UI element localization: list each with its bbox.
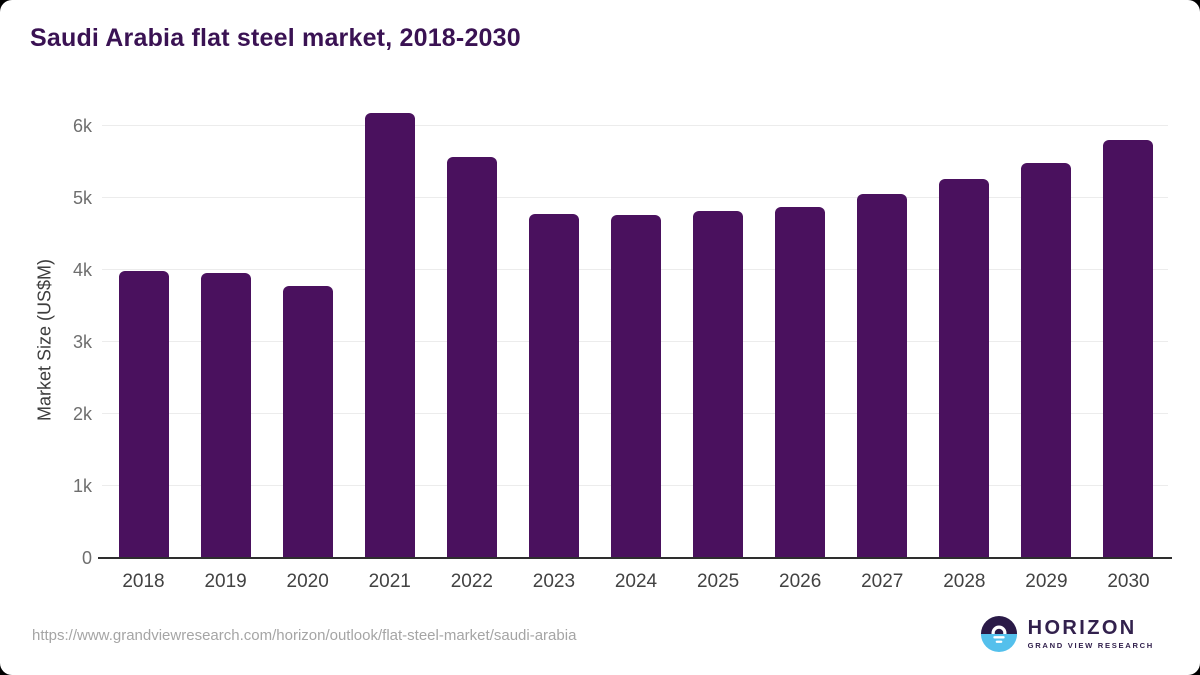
logo-brand-text: HORIZON <box>1027 617 1137 639</box>
source-url: https://www.grandviewresearch.com/horizo… <box>32 627 577 644</box>
bar-2025[interactable] <box>693 210 744 558</box>
y-tick-label: 3k <box>72 332 92 352</box>
bar-2027[interactable] <box>857 194 908 558</box>
bar-2018[interactable] <box>118 271 169 558</box>
bar-2028[interactable] <box>939 178 990 558</box>
bar-2030[interactable] <box>1103 140 1154 558</box>
x-tick-label-2028: 2028 <box>943 571 986 592</box>
plot-area <box>98 100 1172 559</box>
y-tick-label: 5k <box>72 188 92 208</box>
x-tick-label-2023: 2023 <box>532 571 576 592</box>
bar-2019[interactable] <box>200 272 251 558</box>
horizon-sun-icon <box>980 615 1017 653</box>
gridline-5k <box>102 197 1168 198</box>
bar-2022[interactable] <box>446 156 497 558</box>
x-tick-label-2030: 2030 <box>1107 571 1150 592</box>
y-tick-label: 1k <box>72 476 92 496</box>
bar-2021[interactable] <box>364 112 415 558</box>
x-tick-label-2029: 2029 <box>1025 571 1068 592</box>
x-tick-label-2027: 2027 <box>861 571 904 592</box>
bar-2029[interactable] <box>1021 162 1072 558</box>
x-tick-label-2018: 2018 <box>122 571 165 592</box>
bar-2023[interactable] <box>528 214 579 558</box>
horizon-logo: HORIZON GRAND VIEW RESEARCH <box>980 615 1154 653</box>
bar-2024[interactable] <box>610 214 661 558</box>
x-tick-label-2019: 2019 <box>204 571 247 592</box>
logo-sub-text: GRAND VIEW RESEARCH <box>1027 641 1154 650</box>
chart-title: Saudi Arabia flat steel market, 2018-203… <box>30 24 521 52</box>
y-tick-label: 4k <box>72 260 92 280</box>
bar-2026[interactable] <box>775 207 826 558</box>
x-tick-label-2020: 2020 <box>286 571 329 592</box>
x-axis-line <box>98 557 1172 559</box>
y-tick-label: 0 <box>81 548 92 568</box>
x-tick-label-2026: 2026 <box>779 571 822 592</box>
bar-2020[interactable] <box>282 285 333 558</box>
x-tick-label-2025: 2025 <box>696 571 740 592</box>
y-tick-label: 2k <box>72 404 92 424</box>
logo-text-block: HORIZON GRAND VIEW RESEARCH <box>1028 618 1154 650</box>
x-tick-label-2022: 2022 <box>450 571 493 592</box>
gridline-6k <box>102 125 1168 126</box>
x-tick-label-2024: 2024 <box>614 571 658 592</box>
x-tick-label-2021: 2021 <box>368 571 411 592</box>
y-tick-label: 6k <box>72 116 92 136</box>
